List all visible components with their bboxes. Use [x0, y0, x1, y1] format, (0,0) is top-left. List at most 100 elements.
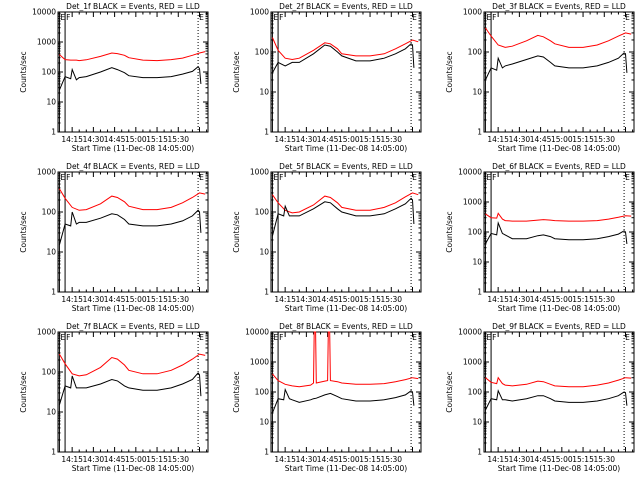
series-line-lld: [59, 51, 206, 62]
x-tick-label: 14:30: [296, 295, 318, 304]
x-tick-label: 14:15: [487, 135, 509, 144]
y-tick-label: 10: [46, 248, 56, 257]
y-tick-label: 1000: [37, 38, 56, 47]
flag-label: E: [273, 173, 278, 182]
y-axis-label: Counts/sec: [232, 51, 241, 92]
x-tick-label: 14:15: [274, 455, 296, 464]
x-axis-label: Start Time (11-Dec-08 14:05:00): [498, 464, 620, 473]
x-tick-label: 14:15: [61, 295, 83, 304]
x-tick-label: 15:15: [572, 455, 594, 464]
y-tick-label: 10000: [32, 8, 56, 17]
chart-title: Det_2f BLACK = Events, RED = LLD: [279, 2, 413, 11]
flag-label: F: [492, 333, 496, 342]
y-tick-label: 100: [468, 388, 483, 397]
y-tick-label: 10: [259, 88, 269, 97]
x-tick-label: 14:45: [104, 455, 126, 464]
chart-panel: Det_4f BLACK = Events, RED = LLD 1 10 100 10…: [19, 162, 209, 313]
x-tick-label: 14:30: [509, 455, 531, 464]
flag-label: E: [199, 13, 204, 22]
x-tick-label: 15:15: [146, 135, 168, 144]
x-tick-label: 15:30: [380, 135, 402, 144]
y-tick-label: 100: [255, 208, 270, 217]
y-tick-label: 1000: [463, 198, 482, 207]
y-axis-label: Counts/sec: [445, 51, 454, 92]
x-tick-label: 15:00: [338, 295, 360, 304]
y-tick-label: 1000: [463, 358, 482, 367]
x-tick-label: 15:00: [551, 455, 573, 464]
y-tick-label: 1000: [250, 8, 269, 17]
flag-label: E: [199, 333, 204, 342]
plot-frame: [57, 11, 209, 133]
x-tick-label: 15:15: [359, 135, 381, 144]
flag-label: E: [60, 13, 65, 22]
series-line-lld: [58, 188, 206, 211]
x-tick-label: 15:30: [593, 295, 615, 304]
y-tick-label: 1: [51, 448, 56, 457]
x-tick-label: 14:45: [530, 455, 552, 464]
y-tick-label: 100: [255, 48, 270, 57]
y-tick-label: 10000: [458, 168, 482, 177]
x-axis-label: Start Time (11-Dec-08 14:05:00): [72, 144, 194, 153]
chart-title: Det_7f BLACK = Events, RED = LLD: [66, 322, 200, 331]
y-axis-label: Counts/sec: [445, 211, 454, 252]
x-tick-label: 14:30: [83, 295, 105, 304]
chart-panel: Det_5f BLACK = Events, RED = LLD 1 10 100 10…: [232, 162, 422, 313]
x-tick-label: 14:45: [104, 295, 126, 304]
x-tick-label: 14:45: [530, 295, 552, 304]
y-tick-label: 1000: [463, 8, 482, 17]
x-tick-label: 14:30: [509, 135, 531, 144]
x-tick-label: 15:00: [125, 135, 147, 144]
y-axis-label: Counts/sec: [445, 371, 454, 412]
flag-label: F: [492, 173, 496, 182]
series-line-lld: [272, 331, 419, 388]
flag-label: E: [625, 333, 630, 342]
x-tick-label: 14:45: [317, 295, 339, 304]
y-tick-label: 1000: [250, 168, 269, 177]
flag-label: F: [279, 333, 283, 342]
flag-label: E: [199, 173, 204, 182]
x-tick-label: 15:00: [125, 295, 147, 304]
y-tick-label: 1: [264, 128, 269, 137]
x-axis-label: Start Time (11-Dec-08 14:05:00): [498, 304, 620, 313]
series-line-lld: [271, 192, 419, 214]
flag-label: E: [412, 13, 417, 22]
plot-frame: [57, 331, 209, 453]
x-tick-label: 15:30: [167, 295, 189, 304]
plot-frame: [483, 331, 635, 453]
series-line-lld: [484, 27, 632, 48]
x-tick-label: 15:00: [338, 135, 360, 144]
y-tick-label: 1: [264, 448, 269, 457]
x-axis-label: Start Time (11-Dec-08 14:05:00): [285, 144, 407, 153]
y-tick-label: 100: [42, 368, 57, 377]
y-tick-label: 10: [46, 98, 56, 107]
x-tick-label: 14:15: [274, 135, 296, 144]
y-tick-label: 1: [477, 128, 482, 137]
x-tick-label: 14:15: [274, 295, 296, 304]
chart-panel: Det_7f BLACK = Events, RED = LLD 1 10 100 10…: [19, 322, 209, 473]
chart-title: Det_8f BLACK = Events, RED = LLD: [279, 322, 413, 331]
chart-title: Det_4f BLACK = Events, RED = LLD: [66, 162, 200, 171]
x-tick-label: 15:00: [551, 135, 573, 144]
y-axis-label: Counts/sec: [232, 371, 241, 412]
plot-frame: [483, 11, 635, 133]
y-tick-label: 1: [477, 448, 482, 457]
x-tick-label: 15:15: [572, 295, 594, 304]
y-axis-label: Counts/sec: [19, 211, 28, 252]
x-tick-label: 14:15: [61, 455, 83, 464]
flag-label: E: [273, 333, 278, 342]
y-tick-label: 10: [259, 418, 269, 427]
flag-label: E: [486, 333, 491, 342]
y-tick-label: 1000: [37, 168, 56, 177]
x-tick-label: 15:15: [146, 455, 168, 464]
y-tick-label: 1000: [37, 328, 56, 337]
x-tick-label: 14:30: [509, 295, 531, 304]
flag-label: E: [625, 13, 630, 22]
y-tick-label: 100: [468, 48, 483, 57]
y-tick-label: 100: [42, 68, 57, 77]
chart-title: Det_6f BLACK = Events, RED = LLD: [492, 162, 626, 171]
flag-label: F: [66, 173, 70, 182]
x-tick-label: 14:30: [83, 455, 105, 464]
x-axis-label: Start Time (11-Dec-08 14:05:00): [285, 464, 407, 473]
x-tick-label: 15:30: [167, 135, 189, 144]
